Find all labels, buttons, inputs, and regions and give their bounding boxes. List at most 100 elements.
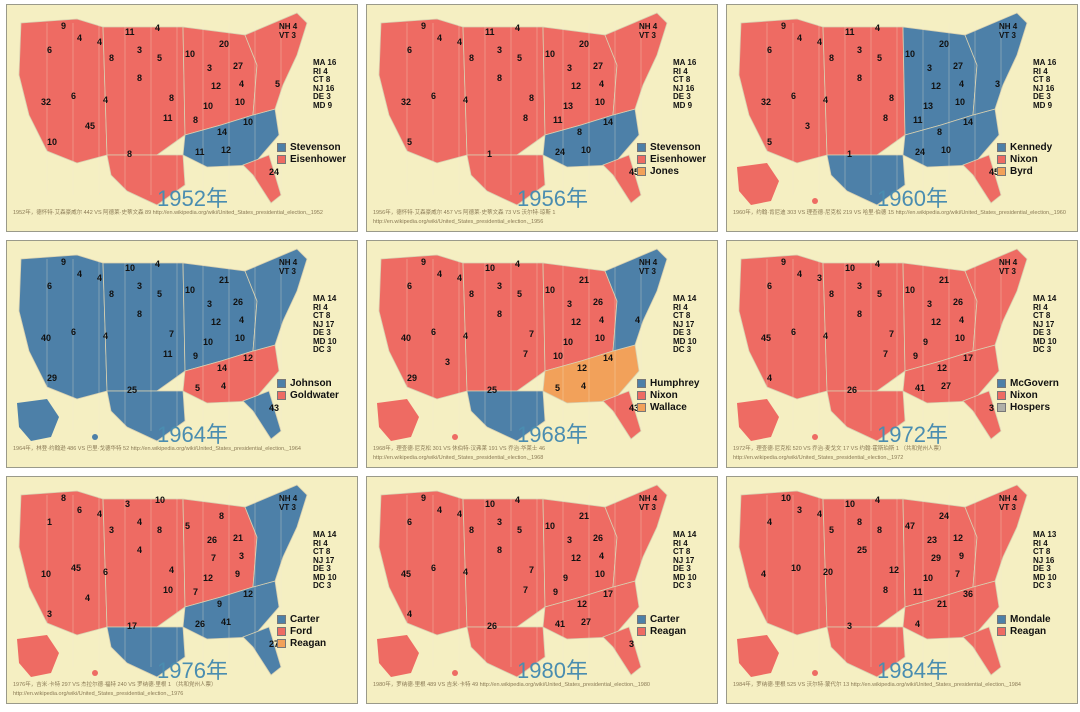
electoral-vote-label: 3 <box>567 535 572 545</box>
ec-label: MD 9 <box>673 100 693 110</box>
east-coast-small-states: MA 16 RI 4 CT 8 NJ 16 DE 3 MD 9 <box>313 58 336 110</box>
electoral-vote-label: 11 <box>485 27 495 37</box>
electoral-vote-label: 8 <box>137 73 142 83</box>
legend-swatch <box>637 378 646 388</box>
electoral-vote-label: 24 <box>915 147 925 157</box>
electoral-vote-label: 5 <box>407 137 412 147</box>
ec-label: RI 4 <box>1033 302 1048 312</box>
electoral-vote-label: 12 <box>221 145 231 155</box>
legend-item: Stevenson <box>637 141 706 153</box>
legend-label: McGovern <box>1010 377 1059 389</box>
ec-label: DC 3 <box>673 581 692 590</box>
candidate-legend: McGovern Nixon Hospers <box>997 377 1059 413</box>
electoral-vote-label: 4 <box>823 95 828 105</box>
electoral-vote-label: 14 <box>603 353 613 363</box>
ec-label: MD 9 <box>1033 100 1053 110</box>
legend-swatch <box>637 166 646 176</box>
electoral-vote-label: 45 <box>401 569 411 579</box>
electoral-vote-label: 6 <box>47 281 52 291</box>
electoral-vote-label: 10 <box>545 49 555 59</box>
electoral-vote-label: 3 <box>927 63 932 73</box>
election-year: 1956年 <box>517 186 588 211</box>
election-year: 1968年 <box>517 422 588 447</box>
candidate-legend: Stevenson Eisenhower Jones <box>637 141 706 177</box>
electoral-vote-label: 20 <box>579 39 589 49</box>
ec-label: MA 14 <box>673 294 697 303</box>
electoral-vote-label: 5 <box>517 53 522 63</box>
electoral-vote-label: 8 <box>937 127 942 137</box>
legend-item: Kennedy <box>997 141 1052 153</box>
candidate-legend: Carter Ford Reagan <box>277 613 326 649</box>
electoral-vote-label: 8 <box>497 545 502 555</box>
electoral-vote-label: 41 <box>555 619 565 629</box>
electoral-vote-label: 10 <box>185 285 195 295</box>
state-region-texas <box>106 390 186 442</box>
state-region-texas <box>466 390 546 442</box>
ne-label: VT 3 <box>999 266 1016 276</box>
electoral-vote-label: 4 <box>875 259 880 269</box>
state-region-texas <box>106 154 186 206</box>
electoral-vote-label: 8 <box>883 113 888 123</box>
electoral-vote-label: 4 <box>137 517 142 527</box>
electoral-vote-label: 10 <box>553 351 563 361</box>
electoral-vote-label: 4 <box>515 23 520 33</box>
electoral-vote-label: 3 <box>629 639 634 649</box>
result-caption: 1968年，理查德·尼克松 301 VS 休伯特·汉弗莱 191 VS 乔治·华… <box>373 446 546 461</box>
electoral-vote-label: 1 <box>487 149 492 159</box>
electoral-vote-label: 4 <box>437 269 442 279</box>
electoral-vote-label: 3 <box>927 299 932 309</box>
legend-label: Reagan <box>290 637 327 649</box>
ne-label: NH 4 <box>639 494 658 503</box>
legend-label: Johnson <box>290 377 332 389</box>
electoral-vote-label: 10 <box>185 49 195 59</box>
ec-label: CT 8 <box>313 75 331 84</box>
electoral-vote-label: 9 <box>923 337 928 347</box>
result-caption: 1952年，德怀特·艾森豪威尔 442 VS 阿德莱·史蒂文森 89 http:… <box>13 210 323 216</box>
ne-label: VT 3 <box>639 266 656 276</box>
legend-item: Humphrey <box>637 377 699 389</box>
ne-label: VT 3 <box>999 502 1016 512</box>
northeast-small-states: NH 4 VT 3 <box>279 494 297 512</box>
electoral-vote-label: 36 <box>963 589 973 599</box>
electoral-vote-label: 5 <box>157 53 162 63</box>
east-coast-small-states: MA 14 RI 4 CT 8 NJ 17 DE 3 MD 10 DC 3 <box>1033 294 1057 355</box>
ne-label: NH 4 <box>639 258 658 267</box>
state-region-northeast <box>964 484 1028 588</box>
state-region-west <box>738 254 828 400</box>
state-region-plains <box>822 262 906 392</box>
result-caption: 1960年，约翰·肯尼迪 303 VS 理查德·尼克松 219 VS 哈里·伯德… <box>733 210 1066 216</box>
electoral-vote-label: 10 <box>845 263 855 273</box>
ec-label: MD 10 <box>673 336 697 346</box>
state-region-northeast <box>604 248 668 352</box>
legend-item: Nixon <box>637 389 699 401</box>
ec-label: NJ 17 <box>313 555 335 565</box>
state-region-west <box>378 490 468 636</box>
ec-label: MA 14 <box>313 294 337 303</box>
election-year: 1972年 <box>877 422 948 447</box>
electoral-vote-label: 4 <box>915 619 920 629</box>
electoral-vote-label: 3 <box>847 621 852 631</box>
ec-label: CT 8 <box>673 311 691 320</box>
candidate-legend: Carter Reagan <box>637 613 686 637</box>
electoral-vote-label: 10 <box>243 117 253 127</box>
electoral-vote-label: 3 <box>857 281 862 291</box>
electoral-vote-label: 3 <box>125 499 130 509</box>
electoral-vote-label: 10 <box>791 563 801 573</box>
legend-label: Mondale <box>1010 613 1051 625</box>
electoral-vote-label: 3 <box>239 551 244 561</box>
legend-swatch <box>277 390 286 400</box>
electoral-vote-label: 10 <box>923 573 933 583</box>
electoral-vote-label: 32 <box>761 97 771 107</box>
electoral-vote-label: 10 <box>581 145 591 155</box>
ec-label: DE 3 <box>1033 564 1051 573</box>
electoral-vote-label: 3 <box>797 505 802 515</box>
state-region-west <box>378 18 468 164</box>
electoral-vote-label: 27 <box>941 381 951 391</box>
electoral-vote-label: 9 <box>61 21 66 31</box>
electoral-vote-label: 9 <box>217 599 222 609</box>
legend-label: Eisenhower <box>290 153 347 165</box>
state-region-west <box>378 254 468 400</box>
electoral-vote-label: 27 <box>269 639 279 649</box>
hawaii <box>812 198 818 204</box>
